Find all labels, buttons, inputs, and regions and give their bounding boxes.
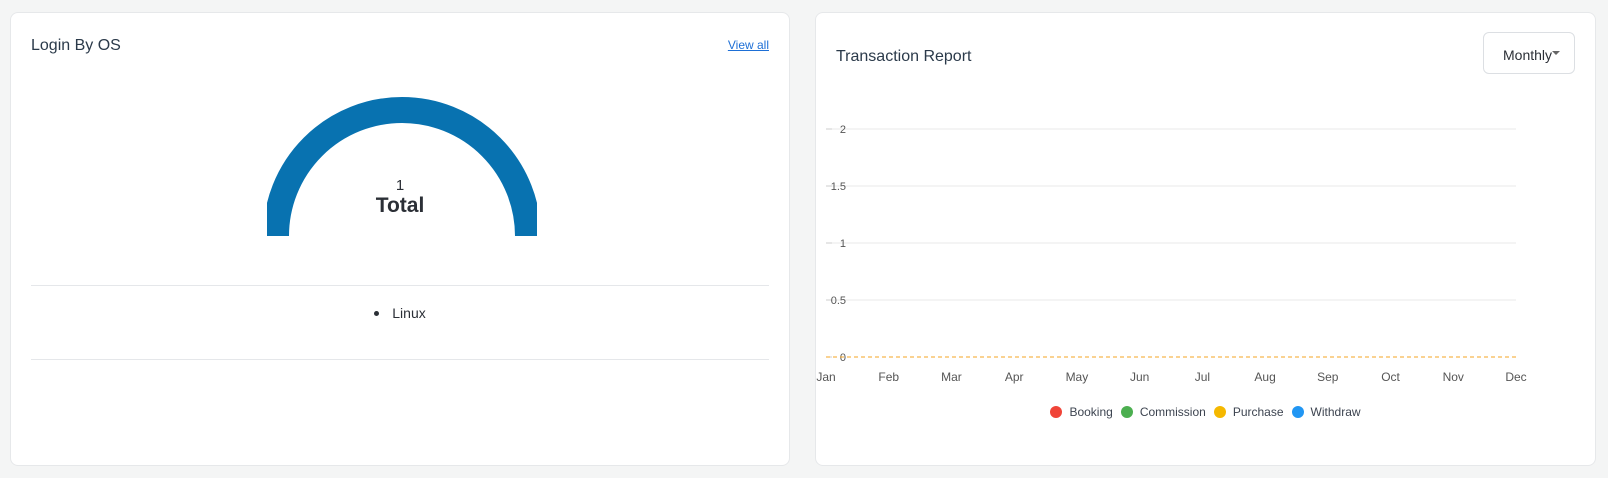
os-list-item: Linux <box>11 305 789 321</box>
legend-item-withdraw[interactable]: Withdraw <box>1291 405 1361 419</box>
gauge-arc-linux[interactable] <box>267 97 537 237</box>
login-by-os-card: Login By OS View all 1 Total Linux <box>10 12 790 466</box>
legend-dot-icon <box>1120 406 1133 418</box>
divider <box>31 359 769 360</box>
transaction-chart: 0 0.5 1 1.5 2 Jan Feb Mar Apr May Jun Jul Aug Sep Oct N… <box>816 124 1526 384</box>
divider <box>31 285 769 286</box>
y-tick-label: 1.5 <box>831 181 846 193</box>
y-tick-label: 0.5 <box>831 295 846 307</box>
x-tick-label: Sep <box>1317 370 1339 384</box>
legend-label: Booking <box>1069 405 1113 419</box>
x-tick-label: Jan <box>816 370 835 384</box>
period-select[interactable]: Monthly <box>1483 32 1575 74</box>
legend-dot-icon <box>1050 406 1063 418</box>
x-tick-label: May <box>1066 370 1089 384</box>
login-by-os-title: Login By OS <box>31 37 121 54</box>
x-tick-label: Aug <box>1254 370 1275 384</box>
period-select-value: Monthly <box>1503 47 1553 63</box>
y-tick-label: 2 <box>840 124 846 136</box>
transaction-report-title: Transaction Report <box>836 48 972 65</box>
legend-label: Purchase <box>1232 405 1284 419</box>
bullet-icon <box>374 310 380 316</box>
x-tick-label: Mar <box>941 370 962 384</box>
y-tick-label: 1 <box>840 238 846 250</box>
legend-dot-icon <box>1213 406 1226 418</box>
gauge-total-value: 1 <box>395 177 405 194</box>
x-tick-label: Dec <box>1505 370 1526 384</box>
legend-dot-icon <box>1291 406 1304 418</box>
x-tick-label: Apr <box>1005 370 1024 384</box>
legend-label: Withdraw <box>1310 405 1361 419</box>
legend-item-booking[interactable]: Booking <box>1050 405 1113 419</box>
os-list: Linux <box>11 305 789 321</box>
x-tick-label: Oct <box>1381 370 1400 384</box>
legend-item-commission[interactable]: Commission <box>1120 405 1206 419</box>
x-tick-label: Nov <box>1443 370 1464 384</box>
x-tick-label: Jun <box>1130 370 1149 384</box>
transaction-report-card: Transaction Report Monthly 0 0.5 1 1.5 2 Jan F… <box>815 12 1596 466</box>
legend-label: Commission <box>1139 405 1206 419</box>
chevron-down-icon <box>1552 51 1560 55</box>
view-all-link[interactable]: View all <box>727 38 769 52</box>
x-tick-label: Feb <box>878 370 899 384</box>
os-list-item-label: Linux <box>392 305 426 321</box>
os-gauge <box>267 97 537 237</box>
gauge-total-label: Total <box>375 194 425 217</box>
legend-item-purchase[interactable]: Purchase <box>1213 405 1284 419</box>
y-tick-label: 0 <box>840 352 846 364</box>
chart-legend: Booking Commission Purchase Withdraw <box>816 405 1595 421</box>
x-tick-label: Jul <box>1195 370 1210 384</box>
